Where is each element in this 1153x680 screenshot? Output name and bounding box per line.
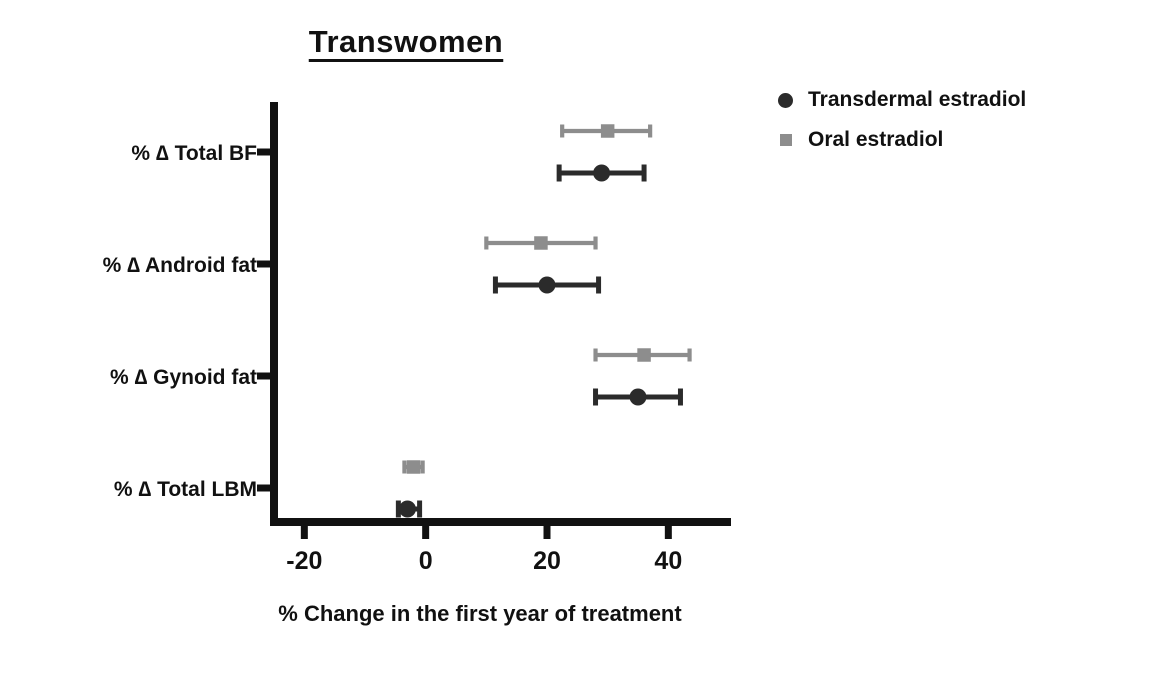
y-category-label: % ∆ Total BF [131, 142, 257, 165]
data-point-square [637, 348, 651, 362]
x-tick-label: 20 [533, 547, 561, 575]
data-point-square [406, 460, 421, 474]
x-axis-label: % Change in the first year of treatment [278, 601, 682, 626]
data-point-circle [398, 500, 416, 518]
legend-item: Transdermal estradiol [778, 88, 1026, 112]
x-tick-label: -20 [286, 547, 322, 575]
legend: Transdermal estradiol Oral estradiol [778, 88, 1026, 152]
legend-item: Oral estradiol [778, 128, 1026, 152]
circle-legend-marker-icon [778, 92, 793, 108]
data-point-circle [593, 164, 611, 182]
data-point-circle [629, 388, 647, 406]
y-category-label: % ∆ Total LBM [114, 478, 257, 501]
legend-label: Transdermal estradiol [808, 88, 1027, 111]
chart-title: Transwomen [308, 24, 504, 59]
y-category-label: % ∆ Gynoid fat [110, 366, 257, 389]
data-point-circle [538, 276, 556, 294]
x-tick-label: 0 [419, 547, 433, 575]
legend-label: Oral estradiol [808, 128, 944, 151]
y-category-label: % ∆ Android fat [103, 254, 257, 277]
square-legend-marker-icon [779, 134, 792, 146]
data-point-square [600, 124, 615, 138]
data-point-square [534, 236, 548, 250]
x-tick-label: 40 [654, 547, 682, 575]
